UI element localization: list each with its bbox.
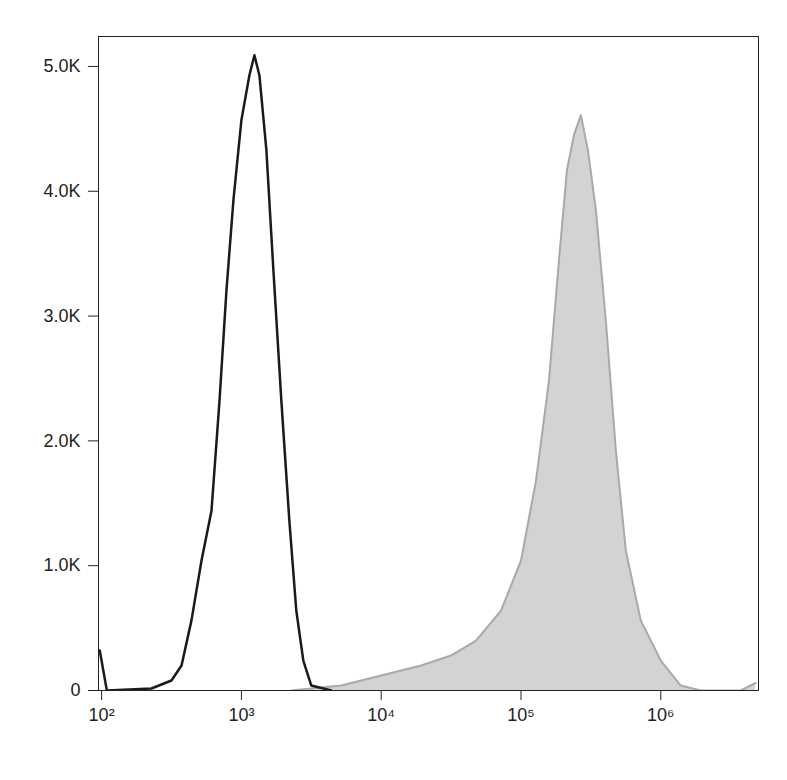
svg-text:10³: 10³ [228, 705, 254, 725]
svg-text:0: 0 [70, 680, 80, 700]
svg-text:10⁴: 10⁴ [367, 705, 395, 725]
svg-text:1.0K: 1.0K [43, 555, 80, 575]
svg-text:2.0K: 2.0K [43, 431, 80, 451]
svg-text:10⁶: 10⁶ [647, 705, 674, 725]
svg-text:5.0K: 5.0K [43, 56, 80, 76]
svg-text:3.0K: 3.0K [43, 306, 80, 326]
svg-text:4.0K: 4.0K [43, 181, 80, 201]
svg-text:10²: 10² [89, 705, 115, 725]
svg-text:10⁵: 10⁵ [507, 705, 534, 725]
